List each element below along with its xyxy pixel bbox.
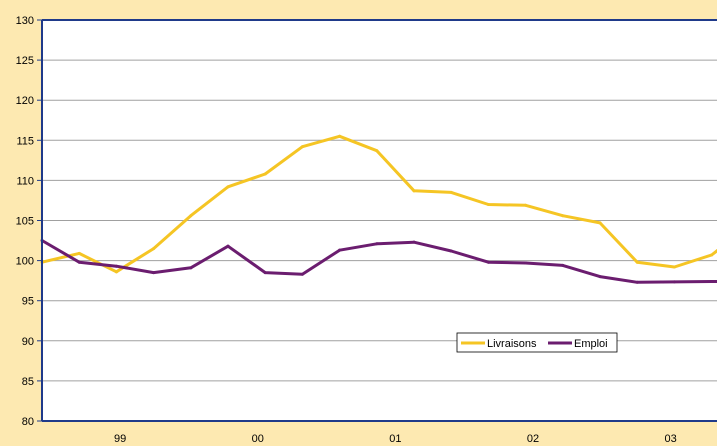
x-tick-label: 03: [665, 433, 677, 445]
y-tick-label: 130: [16, 15, 34, 27]
x-axis-ticks: 99 00 01 02 03: [114, 433, 677, 445]
data-point: [672, 280, 676, 284]
data-point: [412, 189, 416, 193]
gridlines: [42, 19, 717, 382]
data-point: [338, 248, 342, 252]
legend: Livraisons Emploi: [456, 332, 618, 353]
data-point: [598, 275, 602, 279]
data-point: [561, 214, 565, 218]
data-point: [338, 134, 342, 138]
data-point: [263, 172, 267, 176]
series-lines: [40, 134, 717, 284]
axes: [41, 19, 717, 422]
data-point: [114, 270, 118, 274]
data-point: [449, 249, 453, 253]
data-point: [189, 266, 193, 270]
data-point: [189, 214, 193, 218]
data-point: [635, 260, 639, 264]
y-tick-label: 95: [22, 296, 34, 308]
data-point: [412, 240, 416, 244]
data-point: [226, 244, 230, 248]
data-point: [561, 263, 565, 267]
data-point: [152, 247, 156, 251]
data-point: [263, 271, 267, 275]
x-tick-label: 00: [252, 433, 264, 445]
x-tick-label: 02: [527, 433, 539, 445]
data-point: [300, 272, 304, 276]
y-tick-label: 125: [16, 55, 34, 67]
y-axis-ticks: 130 125 120 115 110 105 100 95 90 85 80: [16, 15, 42, 428]
series-line-emploi: [41, 239, 717, 284]
legend-label-livraisons: Livraisons: [487, 338, 537, 350]
data-point: [300, 145, 304, 149]
data-point: [375, 149, 379, 153]
y-tick-label: 115: [16, 135, 34, 147]
data-point: [486, 260, 490, 264]
data-point: [710, 279, 714, 283]
data-point: [710, 253, 714, 257]
legend-label-emploi: Emploi: [574, 338, 608, 350]
x-tick-label: 99: [114, 433, 126, 445]
y-tick-label: 110: [16, 175, 34, 187]
data-point: [77, 251, 81, 255]
data-point: [486, 202, 490, 206]
x-tick-label: 01: [389, 433, 401, 445]
y-tick-label: 120: [16, 95, 34, 107]
data-point: [449, 190, 453, 194]
data-point: [524, 203, 528, 207]
data-point: [77, 260, 81, 264]
data-point: [598, 221, 602, 225]
y-tick-label: 90: [22, 336, 34, 348]
y-tick-label: 105: [16, 216, 34, 228]
data-point: [114, 264, 118, 268]
data-point: [635, 280, 639, 284]
y-tick-label: 85: [22, 376, 34, 388]
data-point: [152, 271, 156, 275]
y-tick-label: 100: [16, 256, 34, 268]
y-tick-label: 80: [22, 416, 34, 428]
series-line-livraisons: [41, 134, 717, 274]
legend-box: [456, 332, 618, 353]
data-point: [672, 265, 676, 269]
data-point: [375, 242, 379, 246]
data-point: [226, 185, 230, 189]
data-point: [524, 261, 528, 265]
